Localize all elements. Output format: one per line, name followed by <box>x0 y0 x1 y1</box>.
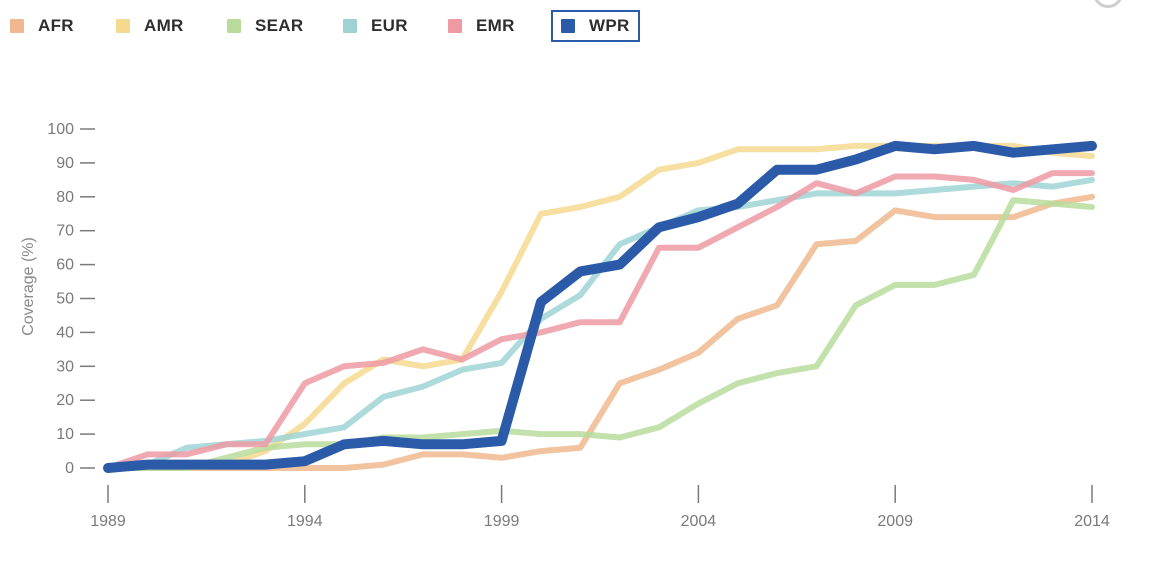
y-tick-label: 30 <box>56 358 74 375</box>
y-axis: 0 10 20 30 40 50 60 70 80 90 100 <box>47 121 95 477</box>
series-layer <box>103 140 1097 473</box>
legend-swatch-icon <box>343 19 357 33</box>
legend-label: AFR <box>38 16 74 35</box>
x-tick-label: 1999 <box>484 513 520 530</box>
legend-label: EMR <box>476 16 515 35</box>
legend-swatch-icon <box>10 19 24 33</box>
series-line-sear[interactable] <box>105 197 1095 471</box>
y-tick-label: 90 <box>56 155 74 172</box>
series-line-afr[interactable] <box>105 193 1095 471</box>
legend-item-amr[interactable]: AMR <box>116 10 184 42</box>
legend-label: EUR <box>371 16 408 35</box>
series-line-emr[interactable] <box>105 170 1095 471</box>
legend-swatch-icon <box>116 19 130 33</box>
y-tick-label: 40 <box>56 324 74 341</box>
x-tick-label: 2009 <box>877 513 913 530</box>
legend-item-eur[interactable]: EUR <box>343 10 408 42</box>
legend-swatch-icon <box>561 19 575 33</box>
x-tick-label: 2004 <box>681 513 717 530</box>
x-tick-label: 1989 <box>90 513 126 530</box>
x-tick-label: 2014 <box>1074 513 1110 530</box>
y-tick-label: 70 <box>56 223 74 240</box>
y-tick-label: 50 <box>56 291 74 308</box>
y-tick-label: 80 <box>56 189 74 206</box>
y-tick-label: 10 <box>56 426 74 443</box>
legend-label: AMR <box>144 16 184 35</box>
legend-item-afr[interactable]: AFR <box>10 10 74 42</box>
y-axis-title: Coverage (%) <box>20 237 37 336</box>
legend-label: SEAR <box>255 16 304 35</box>
x-tick-label: 1994 <box>287 513 323 530</box>
y-tick-label: 60 <box>56 257 74 274</box>
legend-item-sear[interactable]: SEAR <box>227 10 303 42</box>
legend-label: WPR <box>589 16 630 35</box>
legend-item-emr[interactable]: EMR <box>448 10 515 42</box>
series-line-wpr[interactable] <box>103 140 1097 473</box>
legend-swatch-icon <box>227 19 241 33</box>
chart-legend: AFR AMR SEAR EUR EMR WPR <box>0 10 700 44</box>
legend-swatch-icon <box>448 19 462 33</box>
y-tick-label: 0 <box>65 460 74 477</box>
x-axis: 1989 1994 1999 2004 2009 2014 <box>90 485 1110 530</box>
y-tick-label: 100 <box>47 121 74 138</box>
y-tick-label: 20 <box>56 392 74 409</box>
legend-item-wpr[interactable]: WPR <box>551 10 640 42</box>
